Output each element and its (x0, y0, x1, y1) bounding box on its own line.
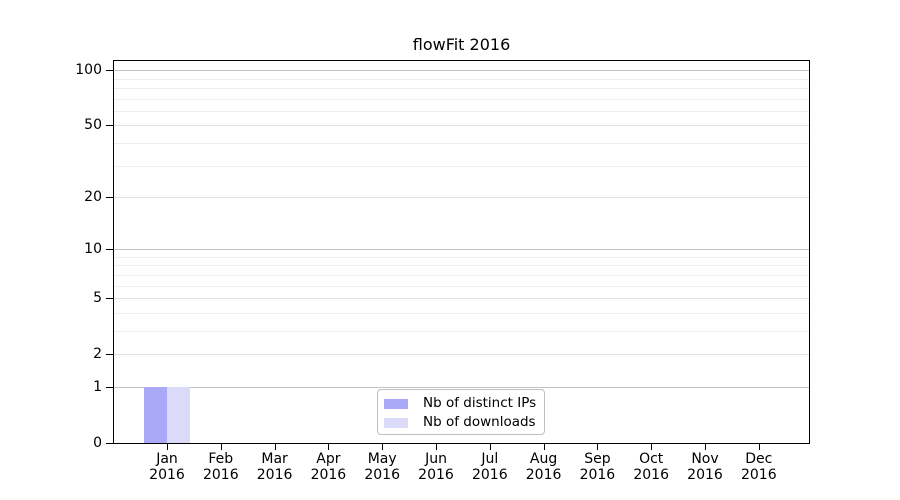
x-tick-jan (167, 444, 168, 450)
x-tick-oct (651, 444, 652, 450)
gridline-70 (114, 98, 809, 100)
x-tick-sep (597, 444, 598, 450)
gridline-80 (114, 87, 809, 89)
chart-title: flowFit 2016 (412, 35, 511, 54)
gridline-40 (114, 142, 809, 144)
x-label-month: Jun (425, 451, 447, 467)
gridline-3 (114, 330, 809, 332)
y-tick-20 (106, 197, 113, 198)
y-tick-label-20: 20 (84, 188, 102, 205)
x-label-year: 2016 (525, 467, 562, 483)
legend-label-distinct-ips: Nb of distinct IPs (423, 395, 537, 411)
x-tick-label-feb: Feb 2016 (193, 451, 249, 483)
x-label-month: May (367, 451, 397, 467)
gridline-7 (114, 274, 809, 276)
legend-swatch-distinct-ips-icon (384, 398, 408, 409)
legend: Nb of distinct IPs Nb of downloads (377, 389, 545, 435)
y-tick-0 (106, 443, 113, 444)
gridline-10 (114, 248, 809, 250)
gridline-5 (114, 297, 809, 299)
y-tick-2 (106, 354, 113, 355)
x-tick-label-nov: Nov 2016 (677, 451, 733, 483)
bar-distinct-ips-jan (143, 387, 167, 443)
bar-downloads-jan (166, 387, 190, 443)
gridline-8 (114, 264, 809, 266)
x-tick-jun (436, 444, 437, 450)
y-tick-label-10: 10 (84, 241, 102, 258)
x-label-year: 2016 (471, 467, 508, 483)
x-label-year: 2016 (149, 467, 185, 483)
y-tick-50 (106, 125, 113, 126)
x-tick-dec (759, 444, 760, 450)
y-tick-label-1: 1 (93, 378, 102, 395)
x-tick-may (382, 444, 383, 450)
x-tick-label-dec: Dec 2016 (731, 451, 787, 483)
x-label-year: 2016 (740, 467, 777, 483)
x-label-year: 2016 (687, 467, 723, 483)
x-tick-apr (328, 444, 329, 450)
legend-label-downloads: Nb of downloads (423, 414, 536, 430)
x-label-year: 2016 (256, 467, 293, 483)
x-tick-label-jan: Jan 2016 (139, 451, 195, 483)
plot-area (113, 60, 810, 444)
gridline-50 (114, 124, 809, 126)
x-label-year: 2016 (579, 467, 616, 483)
gridline-6 (114, 285, 809, 287)
x-tick-label-may: May 2016 (354, 451, 410, 483)
y-tick-label-2: 2 (93, 346, 102, 363)
x-tick-label-aug: Aug 2016 (516, 451, 572, 483)
y-tick-label-50: 50 (84, 117, 102, 134)
gridline-20 (114, 196, 809, 198)
gridline-90 (114, 78, 809, 80)
x-tick-label-sep: Sep 2016 (569, 451, 625, 483)
x-label-month: Jul (481, 451, 499, 467)
x-label-year: 2016 (633, 467, 669, 483)
x-label-year: 2016 (418, 467, 454, 483)
x-tick-feb (221, 444, 222, 450)
x-tick-nov (705, 444, 706, 450)
x-label-year: 2016 (364, 467, 400, 483)
y-tick-label-0: 0 (93, 435, 102, 451)
gridline-60 (114, 110, 809, 112)
x-label-month: Apr (316, 451, 341, 467)
gridline-9 (114, 256, 809, 258)
x-label-month: Jan (156, 451, 178, 467)
y-tick-1 (106, 387, 113, 388)
x-tick-label-mar: Mar 2016 (247, 451, 303, 483)
x-tick-mar (275, 444, 276, 450)
x-label-month: Feb (208, 451, 234, 467)
gridline-30 (114, 165, 809, 167)
x-tick-jul (490, 444, 491, 450)
gridline-1 (114, 386, 809, 388)
x-tick-label-jun: Jun 2016 (408, 451, 464, 483)
y-tick-100 (106, 70, 113, 71)
x-tick-label-oct: Oct 2016 (623, 451, 679, 483)
y-tick-5 (106, 298, 113, 299)
x-label-year: 2016 (310, 467, 347, 483)
x-label-month: Oct (639, 451, 664, 467)
x-tick-label-jul: Jul 2016 (462, 451, 518, 483)
x-label-month: Mar (261, 451, 288, 467)
y-tick-label-5: 5 (93, 290, 102, 307)
x-label-month: Aug (529, 451, 558, 467)
y-tick-10 (106, 249, 113, 250)
legend-item-downloads: Nb of downloads (384, 413, 544, 432)
legend-item-distinct-ips: Nb of distinct IPs (384, 394, 544, 413)
x-label-year: 2016 (202, 467, 239, 483)
legend-swatch-downloads-icon (384, 417, 408, 428)
x-label-month: Dec (745, 451, 773, 467)
y-tick-label-100: 100 (75, 62, 102, 79)
gridline-4 (114, 312, 809, 314)
gridline-100 (114, 69, 809, 71)
x-label-month: Nov (691, 451, 719, 467)
gridline-2 (114, 353, 809, 355)
x-label-month: Sep (584, 451, 611, 467)
x-tick-label-apr: Apr 2016 (300, 451, 356, 483)
x-tick-aug (544, 444, 545, 450)
